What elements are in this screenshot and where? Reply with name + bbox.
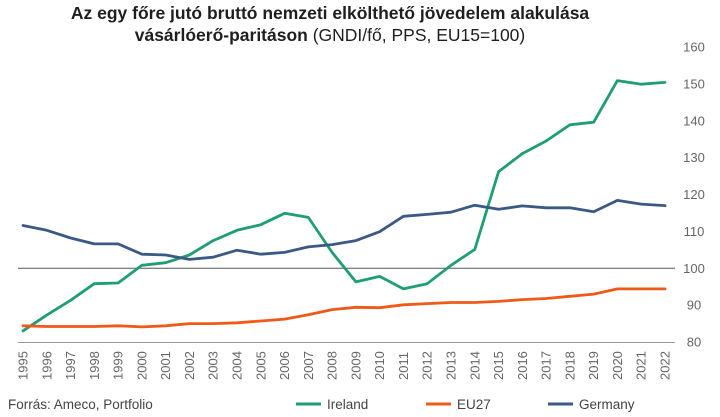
chart-subtitle: vásárlóerő-paritáson (GNDI/fő, PPS, EU15… <box>0 24 660 46</box>
x-tick-label: 1998 <box>87 351 102 380</box>
x-tick-label: 2018 <box>562 351 577 380</box>
x-tick-label: 2021 <box>634 351 649 380</box>
x-tick-label: 2019 <box>586 351 601 380</box>
y-tick-label: 160 <box>683 40 705 55</box>
series-line-germany <box>21 198 667 261</box>
y-tick-label: 100 <box>683 261 705 276</box>
x-tick-label: 1995 <box>16 351 31 380</box>
x-tick-label: 2002 <box>182 351 197 380</box>
x-tick-label: 2013 <box>444 351 459 380</box>
x-tick-label: 1996 <box>39 351 54 380</box>
chart-title-block: Az egy főre jutó bruttó nemzeti elkölthe… <box>0 2 660 46</box>
y-tick-label: 130 <box>683 150 705 165</box>
x-axis: 1995 1996 1997 1998 1999 2000 2001 2002 2003 2004… <box>16 351 673 380</box>
chart-title: Az egy főre jutó bruttó nemzeti elkölthe… <box>70 3 590 23</box>
x-tick-label: 2022 <box>658 351 673 380</box>
x-tick-label: 2007 <box>301 351 316 380</box>
x-tick-label: 2020 <box>610 351 625 380</box>
y-tick-label: 120 <box>683 187 705 202</box>
x-tick-label: 1999 <box>111 351 126 380</box>
y-axis: 80 90 100 110 120 130 140 150 160 <box>683 40 705 350</box>
legend-label-germany: Germany <box>579 397 635 412</box>
x-tick-label: 2011 <box>396 352 411 380</box>
x-tick-label: 2004 <box>230 351 245 380</box>
legend-label-ireland: Ireland <box>327 397 368 412</box>
legend: Ireland EU27 Germany <box>296 397 635 412</box>
x-tick-label: 2003 <box>206 351 221 380</box>
y-tick-label: 110 <box>684 224 705 239</box>
series-line-eu27 <box>21 287 667 329</box>
y-tick-label: 80 <box>687 335 701 350</box>
x-tick-label: 1997 <box>63 351 78 380</box>
series-line-ireland <box>21 79 667 333</box>
x-tick-label: 2005 <box>253 351 268 380</box>
x-tick-label: 2016 <box>515 351 530 380</box>
x-tick-label: 2008 <box>325 351 340 380</box>
x-tick-label: 2015 <box>491 351 506 380</box>
chart-subtitle-rest: (GNDI/fő, PPS, EU15=100) <box>307 25 526 45</box>
x-tick-label: 2010 <box>372 351 387 380</box>
x-tick-label: 2009 <box>348 351 363 380</box>
y-tick-label: 150 <box>683 76 705 91</box>
chart-subtitle-bold: vásárlóerő-paritáson <box>134 25 308 45</box>
source-note: Forrás: Ameco, Portfolio <box>8 397 153 412</box>
x-tick-label: 2012 <box>420 351 435 380</box>
legend-label-eu27: EU27 <box>457 397 491 412</box>
y-tick-label: 140 <box>683 113 705 128</box>
y-tick-label: 90 <box>687 298 701 313</box>
x-tick-label: 2014 <box>467 351 482 380</box>
x-tick-label: 2017 <box>539 351 554 380</box>
series-group <box>21 79 667 333</box>
x-tick-label: 2006 <box>277 351 292 380</box>
x-tick-label: 2001 <box>158 351 173 380</box>
x-tick-label: 2000 <box>134 351 149 380</box>
